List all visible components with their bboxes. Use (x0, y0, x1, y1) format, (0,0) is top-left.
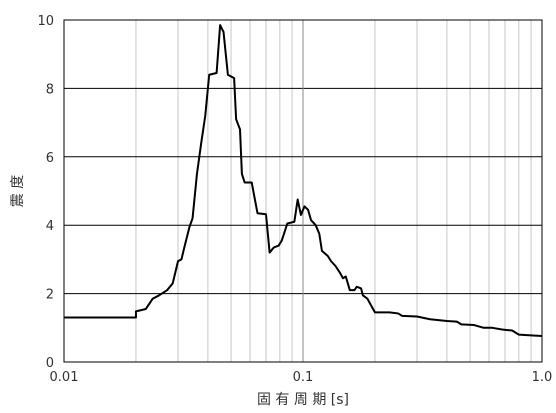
x-tick-label: 0.01 (50, 370, 79, 385)
x-axis-label: 固 有 周 期 [s] (257, 392, 349, 408)
y-axis-label: 震 度 (10, 175, 26, 207)
x-tick-label: 0.1 (293, 370, 314, 385)
y-tick-label: 8 (46, 82, 54, 97)
x-tick-label: 1.0 (532, 370, 553, 385)
y-tick-label: 0 (46, 356, 54, 371)
y-tick-label: 2 (46, 288, 54, 303)
series-layer (64, 24, 543, 338)
major-gridlines (64, 20, 542, 362)
minor-gridlines (135, 20, 532, 362)
series-line (64, 24, 543, 338)
y-tick-label: 10 (37, 14, 54, 29)
x-tick-labels: 0.01 0.1 1.0 (50, 370, 553, 385)
y-tick-labels: 0 2 4 6 8 10 (37, 14, 54, 371)
plot-frame (63, 19, 543, 363)
y-tick-label: 4 (46, 219, 54, 234)
y-tick-label: 6 (46, 151, 54, 166)
